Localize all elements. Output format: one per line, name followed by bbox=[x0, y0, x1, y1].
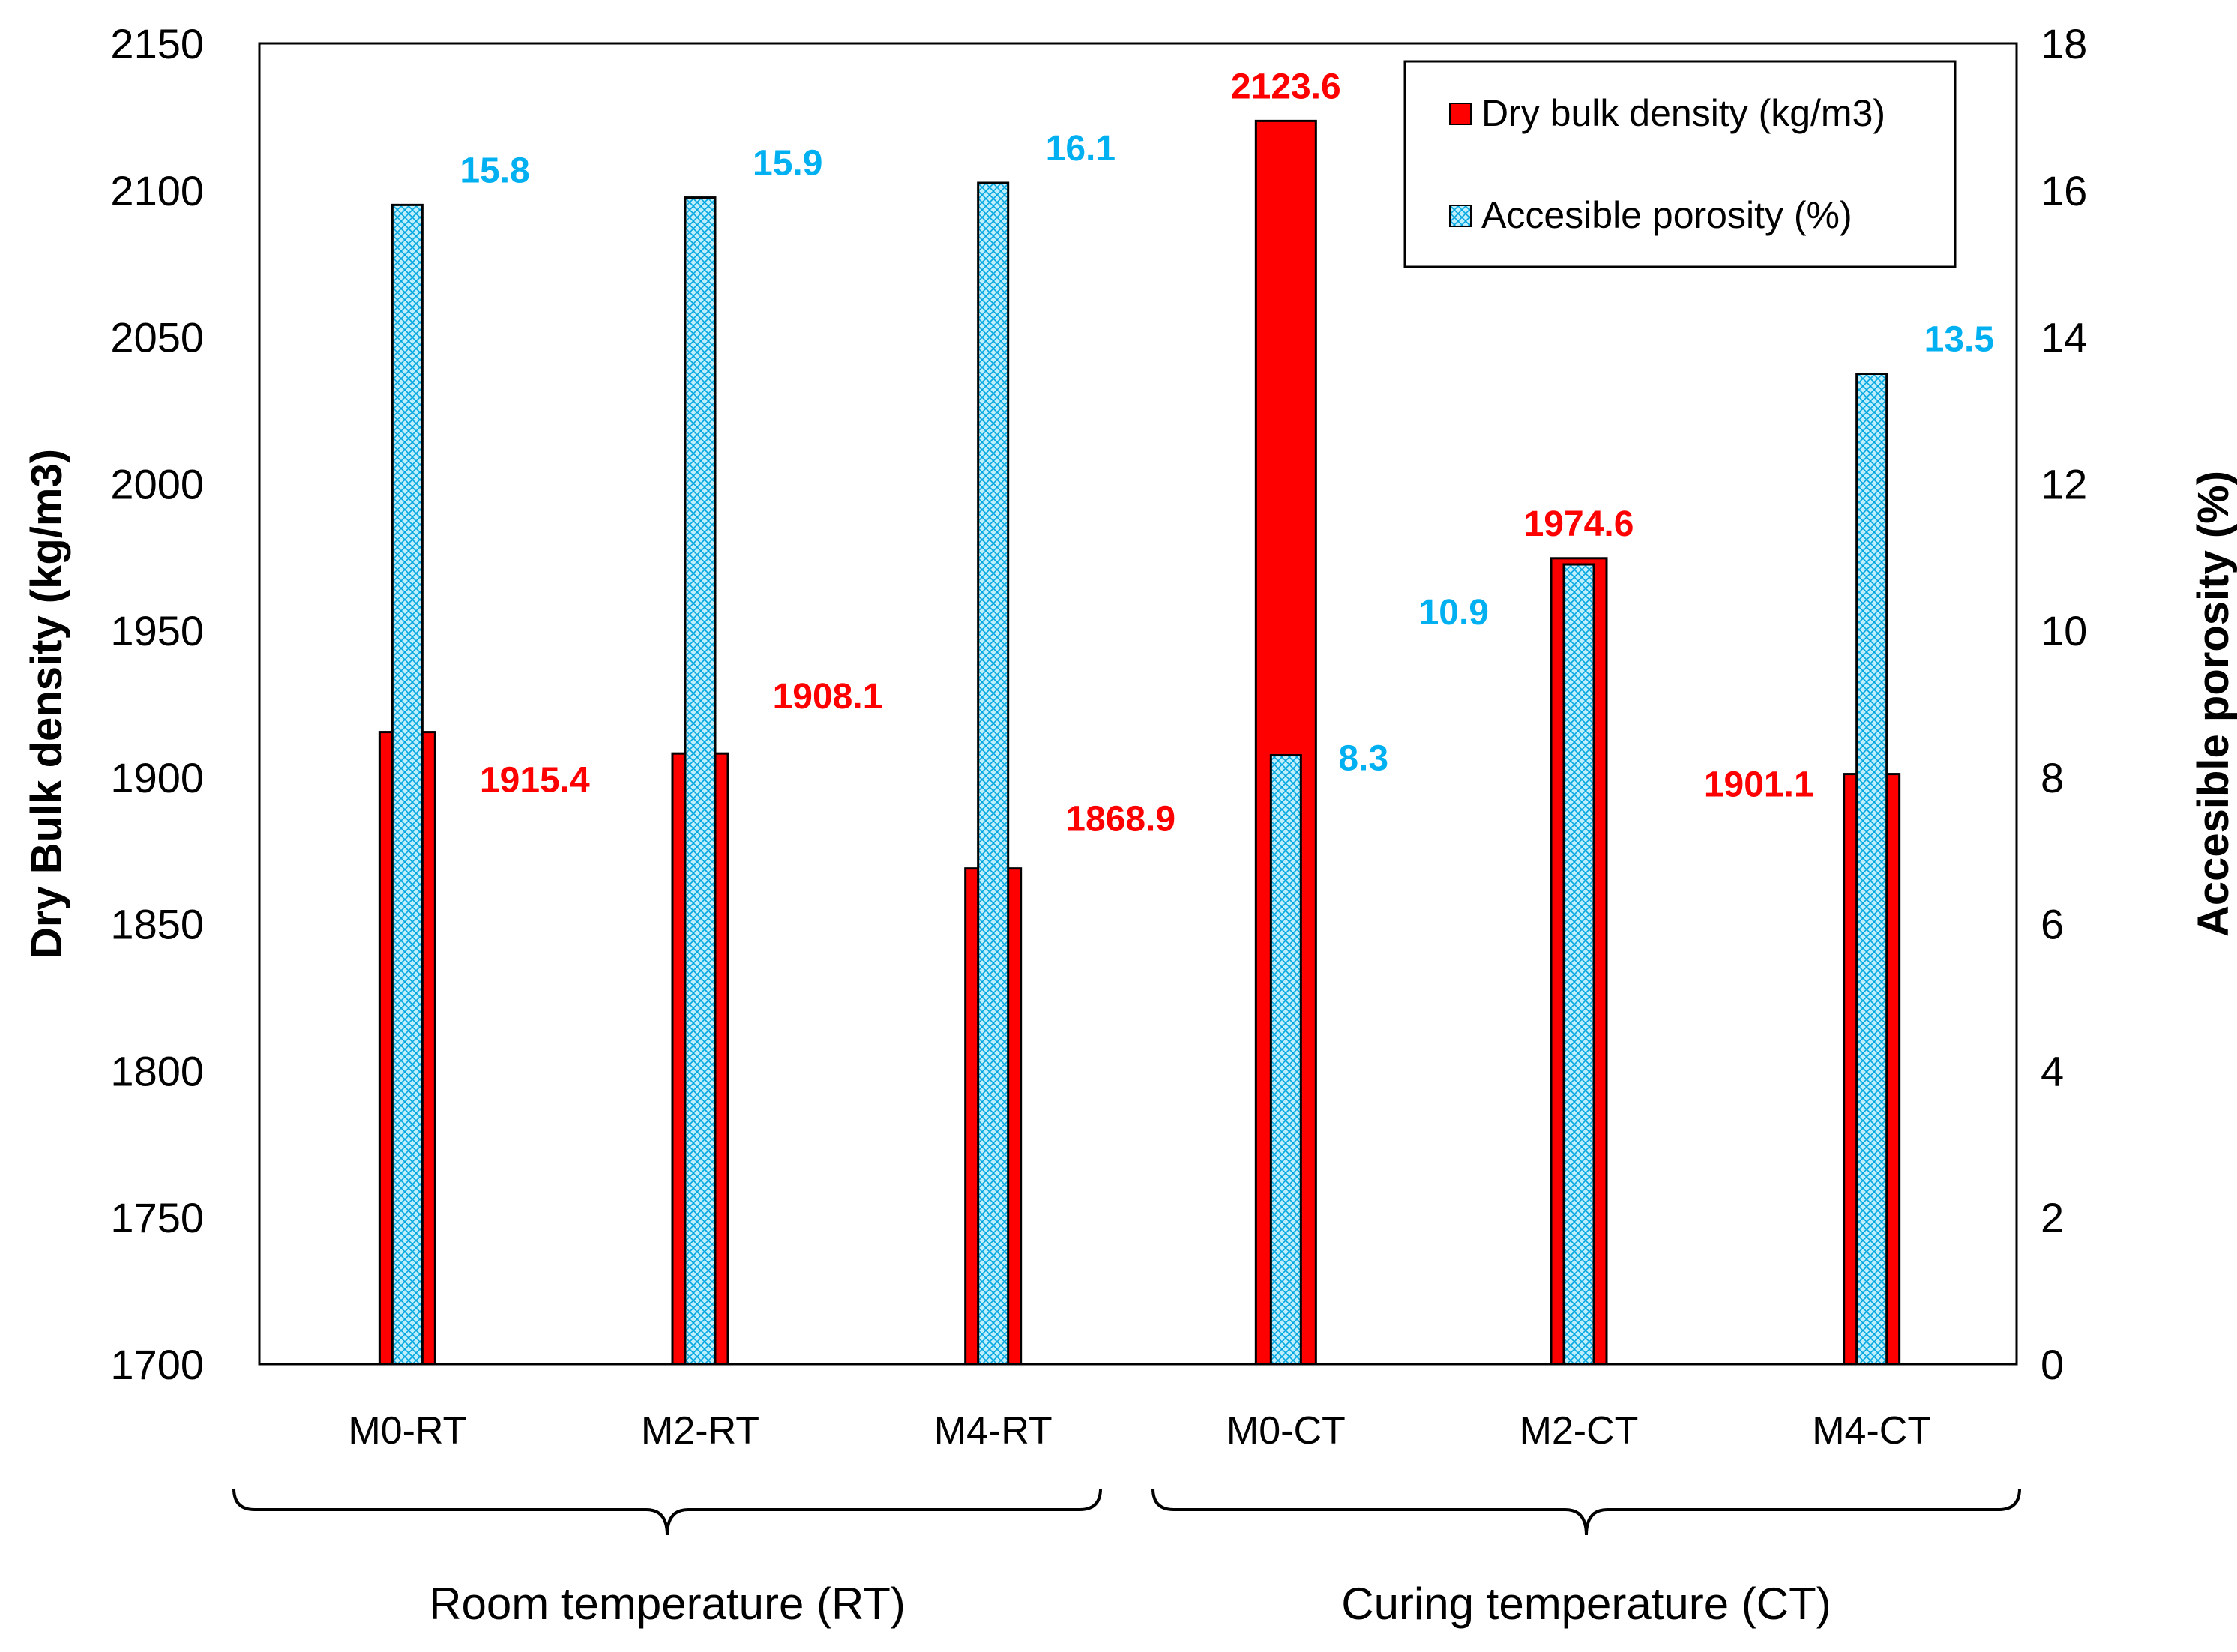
group-label-room-temperature: Room temperature (RT) bbox=[429, 1579, 906, 1629]
brace-room-temperature bbox=[232, 1488, 1102, 1536]
y-axis-right-title: Accesible porosity (%) bbox=[2189, 471, 2237, 937]
y-axis-right-ticks: 0 2 4 6 8 10 12 14 16 18 bbox=[2041, 20, 2087, 1388]
data-label-density-M0-RT: 1915.4 bbox=[480, 761, 590, 801]
y-tick-right-2: 2 bbox=[2041, 1194, 2064, 1241]
data-label-porosity-M4-CT: 13.5 bbox=[1924, 320, 1994, 360]
bar-porosity-M0-RT bbox=[391, 203, 424, 1366]
category-labels: M0-RT M2-RT M4-RT M0-CT M2-CT M4-CT bbox=[348, 1409, 1931, 1453]
data-label-porosity-M2-CT: 10.9 bbox=[1419, 593, 1489, 633]
data-label-porosity-M4-RT: 16.1 bbox=[1046, 129, 1116, 169]
category-label-M0-CT: M0-CT bbox=[1226, 1409, 1346, 1453]
legend: Dry bulk density (kg/m3) Accesible poros… bbox=[1403, 60, 1957, 268]
legend-label-density: Dry bulk density (kg/m3) bbox=[1481, 92, 1885, 134]
y-tick-left-2050: 2050 bbox=[110, 314, 204, 361]
bar-porosity-M2-CT bbox=[1562, 563, 1595, 1366]
category-label-M4-RT: M4-RT bbox=[934, 1409, 1053, 1453]
y-tick-left-2150: 2150 bbox=[110, 20, 204, 67]
y-tick-right-4: 4 bbox=[2041, 1047, 2064, 1094]
y-tick-left-2000: 2000 bbox=[110, 460, 204, 507]
category-label-M2-RT: M2-RT bbox=[641, 1409, 759, 1453]
bar-porosity-M2-RT bbox=[684, 196, 717, 1366]
data-label-density-M4-RT: 1868.9 bbox=[1065, 800, 1175, 839]
y-tick-left-1850: 1850 bbox=[110, 901, 204, 948]
y-axis-left-title: Dry Bulk density (kg/m3) bbox=[22, 449, 71, 959]
y-tick-right-8: 8 bbox=[2041, 754, 2064, 801]
y-tick-right-12: 12 bbox=[2041, 460, 2087, 507]
legend-swatch-density bbox=[1449, 103, 1472, 125]
category-label-M2-CT: M2-CT bbox=[1520, 1409, 1639, 1453]
y-tick-left-1800: 1800 bbox=[110, 1047, 204, 1094]
y-tick-right-10: 10 bbox=[2041, 607, 2087, 654]
y-tick-right-0: 0 bbox=[2041, 1341, 2064, 1388]
y-tick-left-2100: 2100 bbox=[110, 167, 204, 214]
y-tick-right-14: 14 bbox=[2041, 314, 2087, 361]
bar-porosity-M0-CT bbox=[1269, 754, 1302, 1366]
data-label-porosity-M0-CT: 8.3 bbox=[1338, 739, 1388, 779]
group-label-curing-temperature: Curing temperature (CT) bbox=[1341, 1579, 1831, 1629]
y-tick-right-18: 18 bbox=[2041, 20, 2087, 67]
category-label-M4-CT: M4-CT bbox=[1812, 1409, 1931, 1453]
data-label-density-M2-RT: 1908.1 bbox=[773, 677, 883, 717]
bars bbox=[378, 119, 1901, 1366]
y-tick-left-1700: 1700 bbox=[110, 1341, 204, 1388]
data-label-porosity-M0-RT: 15.8 bbox=[460, 151, 529, 190]
data-label-density-M0-CT: 2123.6 bbox=[1231, 67, 1341, 106]
y-tick-right-16: 16 bbox=[2041, 167, 2087, 214]
data-label-density-M4-CT: 1901.1 bbox=[1704, 765, 1814, 805]
data-label-density-M2-CT: 1974.6 bbox=[1524, 504, 1634, 544]
y-tick-right-6: 6 bbox=[2041, 901, 2064, 948]
y-tick-left-1900: 1900 bbox=[110, 754, 204, 801]
category-label-M0-RT: M0-RT bbox=[348, 1409, 466, 1453]
y-tick-left-1750: 1750 bbox=[110, 1194, 204, 1241]
data-label-porosity-M2-RT: 15.9 bbox=[753, 144, 822, 184]
legend-box bbox=[1403, 60, 1957, 268]
legend-swatch-porosity bbox=[1449, 205, 1472, 227]
bar-porosity-M4-CT bbox=[1855, 373, 1888, 1366]
brace-curing-temperature bbox=[1151, 1488, 2021, 1536]
legend-label-porosity: Accesible porosity (%) bbox=[1481, 194, 1852, 236]
y-axis-left-ticks: 1700 1750 1800 1850 1900 1950 2000 2050 2100 2150 bbox=[110, 20, 204, 1388]
data-labels: 1915.4 15.8 1908.1 15.9 1868.9 16.1 2123.6 8.3 1… bbox=[460, 67, 1994, 839]
bar-porosity-M4-RT bbox=[977, 181, 1010, 1366]
y-tick-left-1950: 1950 bbox=[110, 607, 204, 654]
